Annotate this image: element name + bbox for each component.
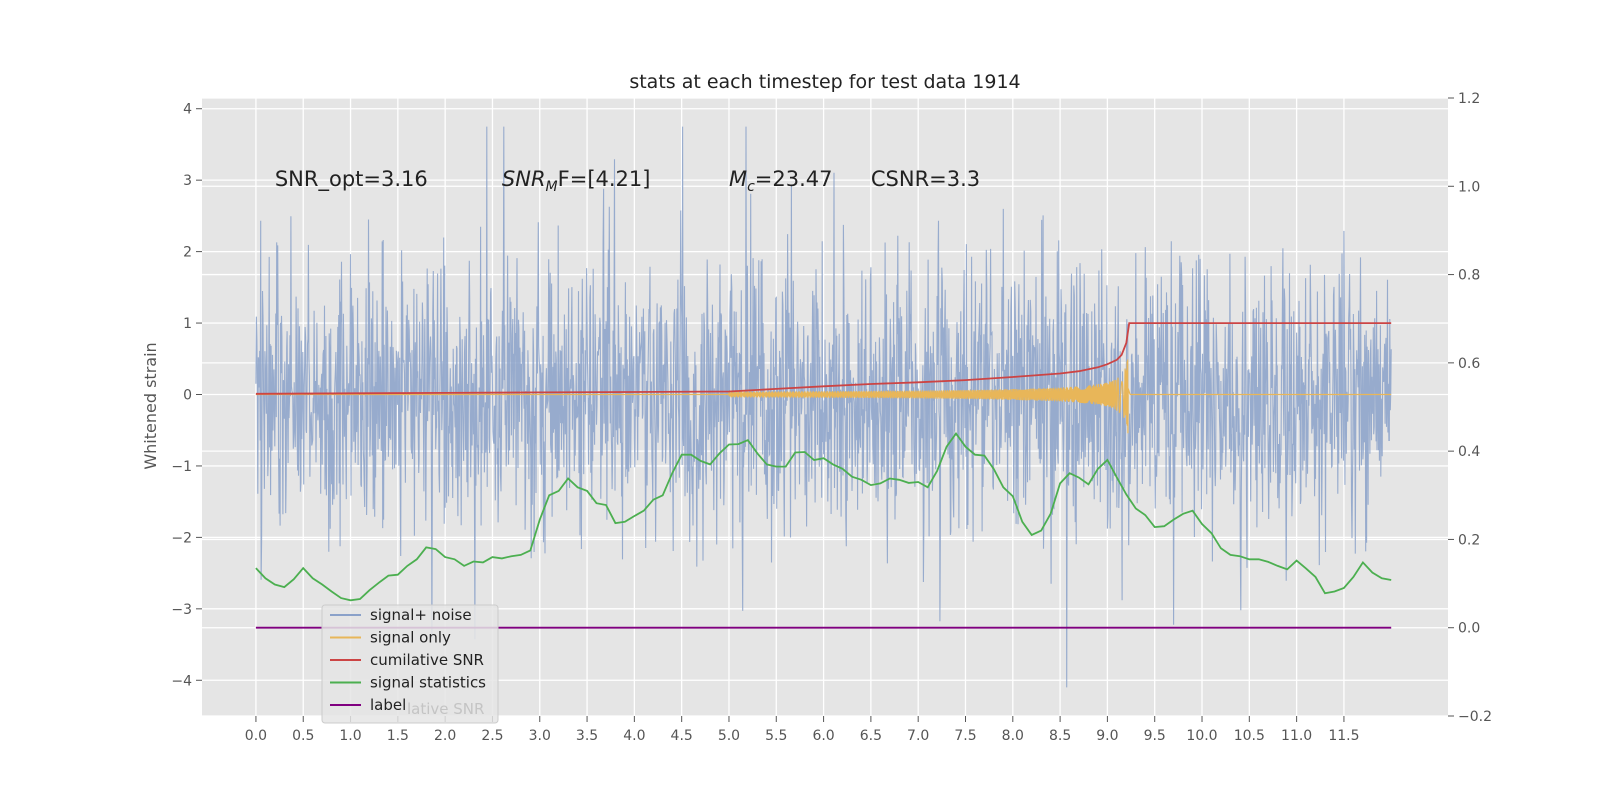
annotation-layer: SNR_opt=3.16 SNRMF=[4.21] Mc=23.47 CSNR=3.3 bbox=[275, 167, 980, 195]
y-tick-label-right: 0.0 bbox=[1458, 621, 1480, 637]
x-tick-label: 1.0 bbox=[339, 728, 361, 744]
chirp-mass-annotation-value: =23.47 bbox=[755, 167, 833, 191]
x-tick-label: 0.0 bbox=[245, 728, 267, 744]
chirp-mass-annotation-symbol: M bbox=[729, 167, 747, 191]
legend-label: signal+ noise bbox=[370, 606, 472, 624]
legend-ghost-text: lative SNR bbox=[407, 700, 484, 718]
x-tick-label: 3.5 bbox=[576, 728, 598, 744]
legend-entries: signal+ noise signal only cumilative SNR si… bbox=[330, 606, 486, 714]
legend-frame bbox=[321, 604, 499, 724]
y-tick-label-left: −1 bbox=[171, 459, 192, 475]
y-tick-label-right: 1.2 bbox=[1458, 91, 1480, 107]
legend-label: signal only bbox=[370, 629, 451, 647]
legend-label: cumilative SNR bbox=[370, 651, 484, 669]
tick-layer: 0.0 0.5 1.0 1.5 2.0 2.5 3.0 3.5 4.0 4.5 5.0 5.5 6.0 6… bbox=[171, 91, 1492, 744]
x-tick-label: 2.0 bbox=[434, 728, 456, 744]
y-tick-label-right: 0.6 bbox=[1458, 356, 1480, 372]
y-tick-label-left: −2 bbox=[171, 530, 192, 546]
x-tick-label: 4.5 bbox=[671, 728, 693, 744]
chart-title: stats at each timestep for test data 191… bbox=[629, 71, 1020, 93]
x-tick-label: 7.5 bbox=[954, 728, 976, 744]
snr-mf-annotation: SNRMF=[4.21] bbox=[502, 167, 651, 195]
snr-mf-annotation-value: F=[4.21] bbox=[558, 167, 651, 191]
signal-statistics-series bbox=[255, 431, 1392, 602]
cumulative-snr-series bbox=[255, 322, 1392, 395]
signal-noise-series bbox=[255, 126, 1392, 688]
chirp-mass-annotation-subscript: c bbox=[747, 179, 755, 195]
y-tick-label-right: 1.0 bbox=[1458, 179, 1480, 195]
x-tick-label: 1.5 bbox=[387, 728, 409, 744]
snr-opt-annotation: SNR_opt=3.16 bbox=[275, 167, 428, 192]
x-tick-label: 3.0 bbox=[529, 728, 551, 744]
x-tick-label: 8.0 bbox=[1002, 728, 1024, 744]
x-tick-label: 10.0 bbox=[1186, 728, 1217, 744]
signal-only-series bbox=[255, 359, 1392, 434]
x-tick-label: 10.5 bbox=[1234, 728, 1265, 744]
x-tick-label: 9.0 bbox=[1096, 728, 1118, 744]
x-tick-label: 6.5 bbox=[860, 728, 882, 744]
snr-mf-annotation-subscript: M bbox=[546, 179, 558, 195]
csnr-annotation-text: CSNR=3.3 bbox=[871, 167, 980, 191]
y-tick-label-right: 0.2 bbox=[1458, 532, 1480, 548]
legend-label: signal statistics bbox=[370, 674, 486, 692]
y-tick-label-left: 3 bbox=[183, 173, 192, 189]
snr-opt-annotation-text: SNR_opt=3.16 bbox=[275, 167, 428, 192]
y-tick-label-left: −4 bbox=[171, 673, 192, 689]
y-tick-label-left: 4 bbox=[183, 102, 192, 118]
y-tick-label-right: −0.2 bbox=[1458, 709, 1492, 725]
y-tick-label-right: 0.8 bbox=[1458, 268, 1480, 284]
legend-label: label bbox=[370, 696, 406, 714]
snr-mf-annotation-symbol: SNR bbox=[502, 167, 546, 191]
x-tick-label: 8.5 bbox=[1049, 728, 1071, 744]
y-tick-label-left: 0 bbox=[183, 387, 192, 403]
y-tick-label-left: 2 bbox=[183, 245, 192, 261]
x-tick-label: 11.5 bbox=[1328, 728, 1359, 744]
legend: lative SNR signal+ noise signal only cumil… bbox=[321, 604, 499, 724]
y-tick-label-left: −3 bbox=[171, 602, 192, 618]
chirp-mass-annotation: Mc=23.47 bbox=[729, 167, 833, 195]
csnr-annotation: CSNR=3.3 bbox=[871, 167, 980, 191]
x-tick-label: 11.0 bbox=[1281, 728, 1312, 744]
x-tick-label: 5.0 bbox=[718, 728, 740, 744]
x-tick-label: 0.5 bbox=[292, 728, 314, 744]
y-axis-label: Whitened strain bbox=[141, 342, 160, 469]
y-tick-label-left: 1 bbox=[183, 316, 192, 332]
x-tick-label: 9.5 bbox=[1144, 728, 1166, 744]
y-tick-label-right: 0.4 bbox=[1458, 444, 1480, 460]
x-tick-label: 4.0 bbox=[623, 728, 645, 744]
x-tick-label: 7.0 bbox=[907, 728, 929, 744]
x-tick-label: 2.5 bbox=[481, 728, 503, 744]
x-tick-label: 5.5 bbox=[765, 728, 787, 744]
x-tick-label: 6.0 bbox=[812, 728, 834, 744]
